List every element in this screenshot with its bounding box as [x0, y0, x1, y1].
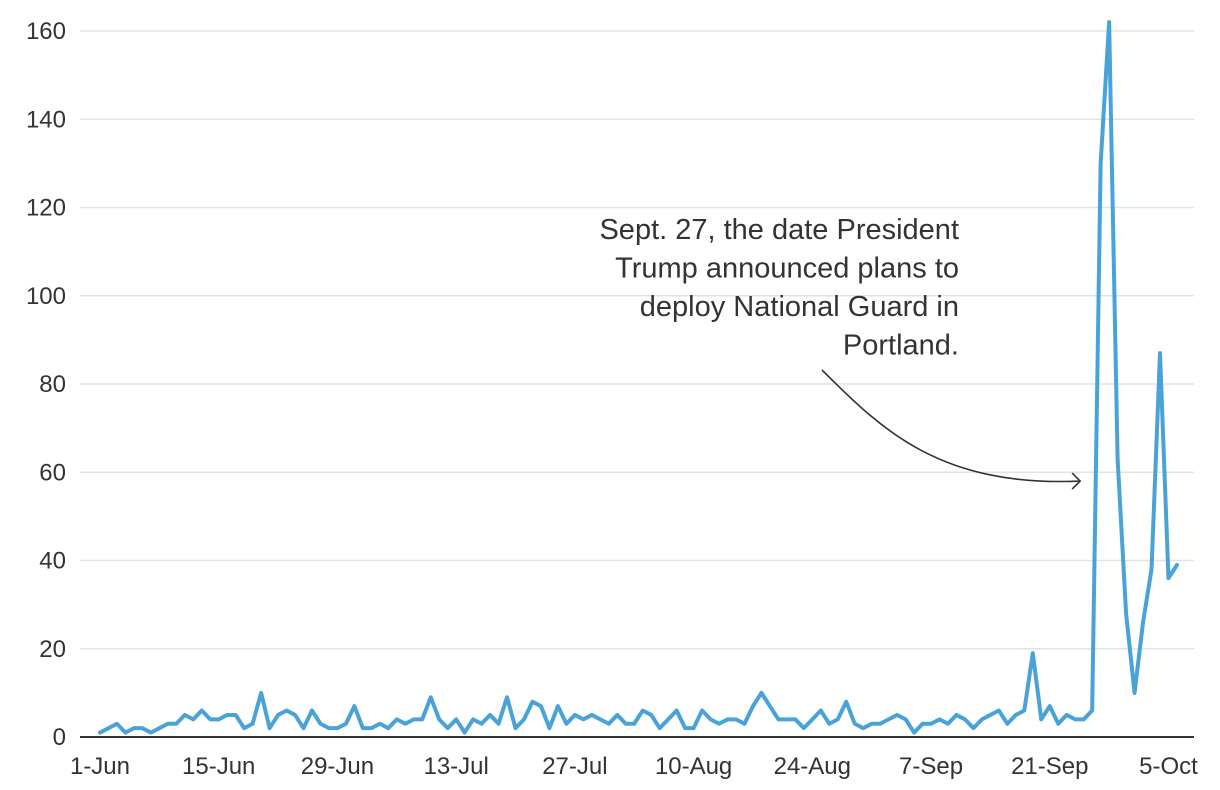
x-tick-label: 7-Sep [899, 753, 963, 780]
annotation-line: Trump announced plans to [615, 253, 959, 285]
y-tick-label: 160 [26, 18, 66, 45]
x-tick-label: 27-Jul [542, 753, 607, 780]
y-tick-label: 100 [26, 283, 66, 310]
x-tick-label: 24-Aug [774, 753, 851, 780]
annotation-line: Sept. 27, the date President [599, 214, 959, 246]
gridlines [80, 30, 1194, 650]
x-tick-label: 21-Sep [1011, 753, 1088, 780]
annotation-line: Portland. [843, 330, 959, 362]
x-tick-label: 10-Aug [655, 753, 732, 780]
annotation: Sept. 27, the date President Trump announ… [599, 214, 1082, 490]
x-tick-label: 13-Jul [423, 753, 488, 780]
y-tick-label: 140 [26, 106, 66, 133]
annotation-line: deploy National Guard in [640, 291, 959, 323]
annotation-text: Sept. 27, the date President Trump announ… [599, 214, 959, 362]
y-tick-label: 120 [26, 195, 66, 222]
series-line [98, 20, 1179, 735]
y-axis-tick-labels: 0 20 40 60 80 100 120 140 160 [26, 18, 66, 751]
y-tick-label: 40 [39, 548, 66, 575]
annotation-arrow [821, 369, 1081, 483]
annotation-arrowhead [1071, 472, 1082, 490]
x-tick-label: 15-Jun [182, 753, 255, 780]
x-axis-tick-labels: 1-Jun 15-Jun 29-Jun 13-Jul 27-Jul 10-Aug 24-Au… [70, 753, 1198, 780]
y-tick-label: 80 [39, 371, 66, 398]
x-tick-label: 1-Jun [70, 753, 130, 780]
y-tick-label: 0 [53, 724, 66, 751]
x-tick-label: 29-Jun [301, 753, 374, 780]
y-tick-label: 20 [39, 636, 66, 663]
y-tick-label: 60 [39, 459, 66, 486]
x-tick-label: 5-Oct [1139, 753, 1198, 780]
